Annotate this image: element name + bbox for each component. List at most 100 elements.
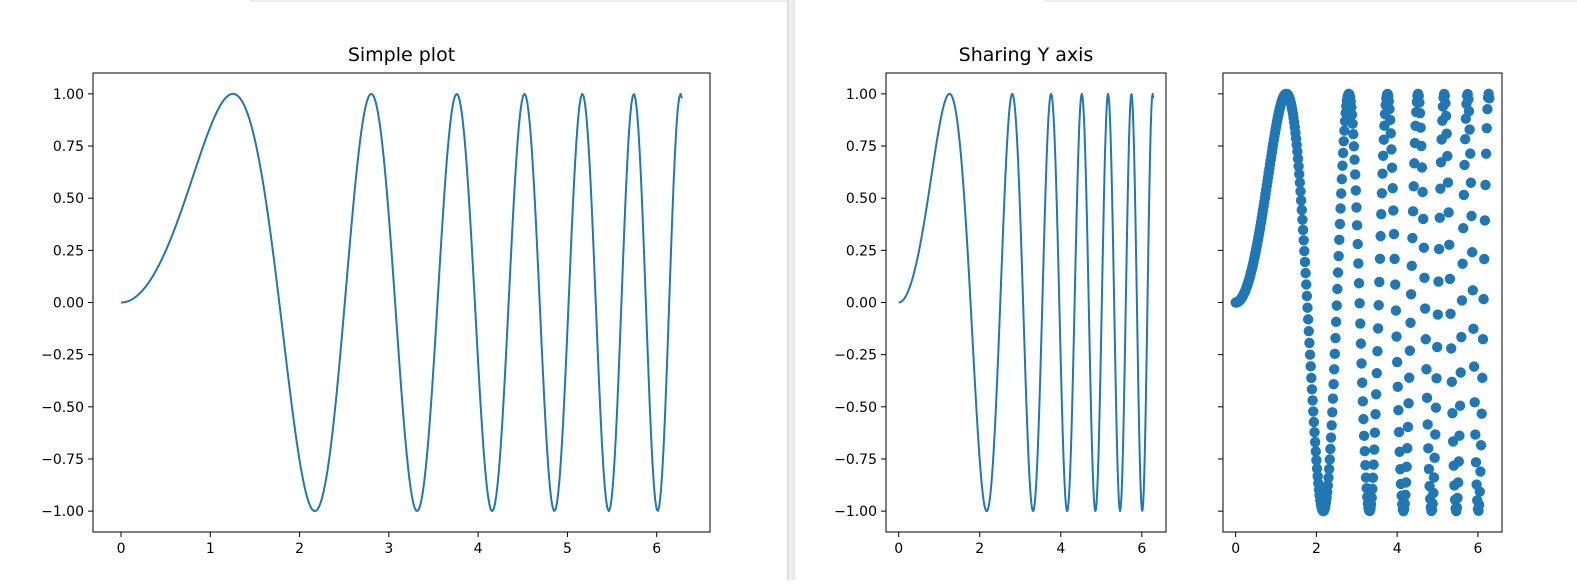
- scatter-point: [1367, 483, 1378, 495]
- chart-title: Simple plot: [348, 44, 455, 66]
- scatter-point: [1368, 459, 1379, 470]
- scatter-point: [1475, 440, 1487, 451]
- scatter-point: [1353, 278, 1365, 289]
- scatter-point: [1458, 223, 1469, 234]
- chart-title: Sharing Y axis: [959, 44, 1094, 66]
- scatter-point: [1389, 253, 1400, 265]
- scatter-point: [1300, 267, 1311, 279]
- scatter-point: [1416, 140, 1427, 152]
- scatter-point: [1421, 364, 1432, 375]
- scatter-point: [1323, 463, 1335, 475]
- scatter-point: [1370, 389, 1382, 400]
- scatter-point: [1404, 345, 1416, 356]
- scatter-point: [1334, 234, 1345, 246]
- scatter-point: [1347, 118, 1358, 129]
- scatter-point: [1408, 181, 1419, 192]
- scatter-point: [1451, 502, 1463, 513]
- scatter-point: [1402, 442, 1413, 454]
- scatter-point: [1482, 103, 1493, 115]
- scatter-point: [1349, 154, 1360, 165]
- y-tick-label: −0.25: [41, 348, 84, 364]
- scatter-point: [1332, 267, 1344, 278]
- scatter-point: [1358, 430, 1370, 442]
- scatter-point: [1442, 150, 1453, 162]
- scatter-point: [1403, 398, 1414, 409]
- scatter-point: [1434, 212, 1445, 224]
- scatter-point: [1301, 279, 1312, 290]
- x-tick-label: 5: [563, 541, 572, 557]
- scatter-point: [1458, 189, 1470, 201]
- scatter-point: [1297, 214, 1308, 225]
- scatter-point: [1371, 368, 1382, 379]
- scatter-point: [1480, 148, 1492, 159]
- scatter-point: [1306, 384, 1318, 395]
- scatter-point: [1301, 290, 1313, 302]
- scatter-point: [1465, 177, 1477, 188]
- scatter-point: [1407, 232, 1418, 244]
- scatter-point: [1311, 463, 1323, 474]
- scatter-point: [1355, 338, 1367, 349]
- scatter-point: [1324, 454, 1335, 465]
- axes-frame: [92, 72, 711, 533]
- scatter-point: [1470, 457, 1482, 468]
- y-tick-label: 0.25: [846, 243, 877, 259]
- y-tick-label: 1.00: [53, 87, 84, 103]
- scatter-point: [1348, 141, 1360, 152]
- scatter-point: [1465, 148, 1476, 159]
- scatter-point: [1391, 331, 1402, 342]
- scatter-point: [1428, 472, 1440, 483]
- y-tick-label: −1.00: [41, 504, 84, 520]
- scatter-point: [1327, 407, 1338, 418]
- scatter-point: [1304, 337, 1315, 349]
- scatter-point: [1311, 455, 1322, 466]
- scatter-point: [1325, 443, 1336, 455]
- scatter-point: [1377, 168, 1388, 179]
- scatter-point: [1433, 276, 1444, 287]
- scatter-point: [1469, 397, 1480, 408]
- scatter-point: [1331, 300, 1342, 311]
- scatter-point: [1348, 129, 1359, 140]
- scatter-point: [1384, 114, 1396, 126]
- scatter-point: [1445, 343, 1457, 354]
- scatter-point: [1463, 94, 1474, 105]
- scatter-point: [1453, 456, 1465, 467]
- scatter-point: [1369, 444, 1380, 455]
- y-tick-label: −0.75: [41, 452, 84, 468]
- scatter-point: [1388, 228, 1400, 240]
- scatter-point: [1405, 289, 1417, 300]
- scatter-point: [1430, 429, 1441, 440]
- scatter-point: [1418, 213, 1429, 225]
- scatter-point: [1390, 305, 1402, 316]
- scatter-point: [1429, 452, 1440, 464]
- scatter-point: [1370, 408, 1381, 420]
- scatter-point: [1332, 283, 1343, 295]
- scatter-point: [1440, 110, 1452, 122]
- scatter-point: [1392, 381, 1403, 392]
- y-tick-label: 0.50: [846, 191, 877, 207]
- scatter-point: [1351, 202, 1362, 213]
- scatter-point: [1297, 224, 1309, 236]
- scatter-point: [1415, 122, 1426, 133]
- axes-2: Sharing Y axis 0 2 4 6 1.00 0.75 0.50 0.25 0.00 −0…: [834, 44, 1167, 557]
- x-tick-label: 6: [1137, 541, 1146, 557]
- scatter-point: [1390, 279, 1401, 290]
- y-tick-label: 0.75: [846, 139, 877, 155]
- scatter-point: [1298, 235, 1309, 246]
- x-tick-label: 2: [975, 541, 984, 557]
- scatter-point: [1477, 372, 1488, 384]
- scatter-point: [1414, 107, 1426, 119]
- scatter-point: [1299, 256, 1311, 268]
- scatter-point: [1293, 161, 1304, 172]
- scatter-point: [1459, 134, 1471, 145]
- scatter-point: [1387, 182, 1398, 194]
- scatter-point: [1463, 106, 1475, 117]
- scatter-point: [1355, 318, 1366, 329]
- scatter-point: [1333, 250, 1344, 262]
- x-tick-label: 4: [1393, 541, 1402, 557]
- scatter-point: [1402, 421, 1414, 433]
- scatter-point: [1303, 325, 1314, 337]
- scatter-point: [1419, 272, 1430, 284]
- scatter-point: [1456, 295, 1468, 306]
- scatter-point: [1393, 405, 1404, 416]
- scatter-point: [1299, 245, 1310, 257]
